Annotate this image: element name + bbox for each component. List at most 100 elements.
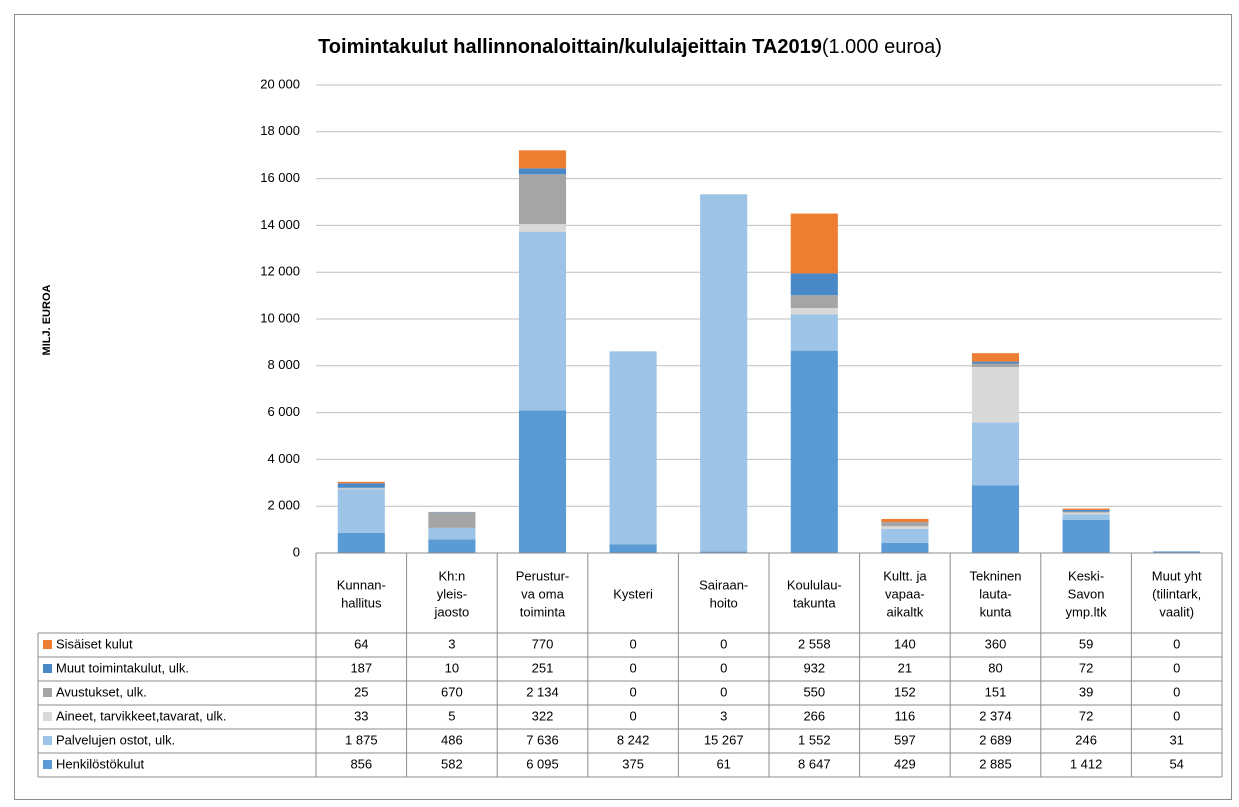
bar-segment [1153,551,1201,553]
bar-segment [428,512,476,528]
x-tick-label: vaalit) [1159,604,1194,619]
y-axis-label: MILJ. EUROA [41,285,53,356]
bar-segment [337,532,385,553]
legend-label: Muut toimintakulut, ulk. [56,660,189,675]
table-cell: 0 [720,660,727,675]
y-tick-label: 12 000 [260,264,300,279]
x-tick-label: va oma [521,586,564,601]
table-cell: 0 [629,684,636,699]
bar-segment [881,542,929,553]
table-cell: 2 558 [798,636,831,651]
y-tick-label: 0 [293,544,300,559]
table-cell: 72 [1079,660,1093,675]
bar-segment [518,168,567,175]
legend-label: Henkilöstökulut [56,756,145,771]
table-cell: 187 [350,660,372,675]
table-cell: 856 [350,756,372,771]
table-cell: 0 [720,636,727,651]
x-tick-label: toiminta [520,604,566,619]
bar-segment [518,150,567,169]
x-tick-label: ymp.ltk [1066,604,1108,619]
x-tick-label: Sairaan- [699,577,748,592]
bar-segment [337,487,385,489]
legend-swatch [43,688,52,697]
bar-segment [971,361,1020,364]
chart-title-group: Toimintakulut hallinnonaloittain/kululaj… [318,36,942,58]
chart-title: Toimintakulut hallinnonaloittain/kululaj… [318,36,822,58]
table-cell: 64 [354,636,368,651]
table-cell: 0 [629,708,636,723]
x-tick-label: yleis- [437,586,467,601]
table-cell: 0 [1173,660,1180,675]
bar-segment [1062,512,1110,515]
table-cell: 0 [1173,636,1180,651]
table-cell: 7 636 [526,732,559,747]
bar-segment [881,518,929,523]
bar-segment [790,295,838,309]
bar-segment [337,481,385,484]
x-tick-label: lauta- [979,586,1012,601]
table-cell: 59 [1079,636,1093,651]
bar-segment [337,483,385,488]
table-cell: 80 [988,660,1002,675]
table-cell: 5 [448,708,455,723]
x-tick-label: Kysteri [613,586,653,601]
x-tick-label: hoito [710,595,738,610]
bar-segment [790,350,838,553]
y-tick-label: 2 000 [267,498,300,513]
table-cell: 597 [894,732,916,747]
bar-segment [1062,519,1110,553]
table-cell: 8 242 [617,732,650,747]
x-tick-label: Koululau- [787,577,842,592]
table-cell: 0 [720,684,727,699]
y-tick-label: 18 000 [260,123,300,138]
bar-segment [428,528,476,540]
bar-segment [609,544,657,553]
table-cell: 33 [354,708,368,723]
bar-segment [881,522,929,527]
y-tick-label: 20 000 [260,76,300,91]
table-cell: 932 [803,660,825,675]
x-tick-label: jaosto [434,604,470,619]
x-tick-label: Kultt. ja [883,568,927,583]
table-cell: 1 552 [798,732,831,747]
legend-label: Palvelujen ostot, ulk. [56,732,175,747]
bar-segment [790,213,838,274]
bar-segment [1153,551,1201,552]
table-cell: 6 095 [526,756,559,771]
table-cell: 550 [803,684,825,699]
chart-subtitle: (1.000 euroa) [822,36,942,58]
table-cell: 486 [441,732,463,747]
bar-segment [337,489,385,533]
table-cell: 10 [445,660,459,675]
table-cell: 3 [720,708,727,723]
table-cell: 21 [898,660,912,675]
table-cell: 2 689 [979,732,1012,747]
table-cell: 360 [985,636,1007,651]
y-tick-label: 14 000 [260,217,300,232]
bar-segment [971,353,1020,362]
table-cell: 429 [894,756,916,771]
bar-segment [790,308,838,315]
y-tick-label: 10 000 [260,310,300,325]
table-cell: 61 [716,756,730,771]
bar-segment [1062,514,1110,520]
x-tick-label: Savon [1068,586,1105,601]
x-tick-label: Kunnan- [337,577,386,592]
bar-segment [700,194,748,552]
x-tick-label: (tilintark, [1152,586,1201,601]
table-cell: 0 [629,660,636,675]
legend-swatch [43,760,52,769]
table-cell: 0 [1173,708,1180,723]
table-cell: 1 412 [1070,756,1103,771]
y-tick-label: 4 000 [267,451,300,466]
legend-swatch [43,736,52,745]
bar-segment [518,231,567,411]
y-tick-label: 8 000 [267,357,300,372]
x-tick-label: takunta [793,595,836,610]
table-cell: 25 [354,684,368,699]
bar-segment [518,224,567,232]
bar-segment [790,273,838,296]
x-tick-label: Muut yht [1152,568,1202,583]
